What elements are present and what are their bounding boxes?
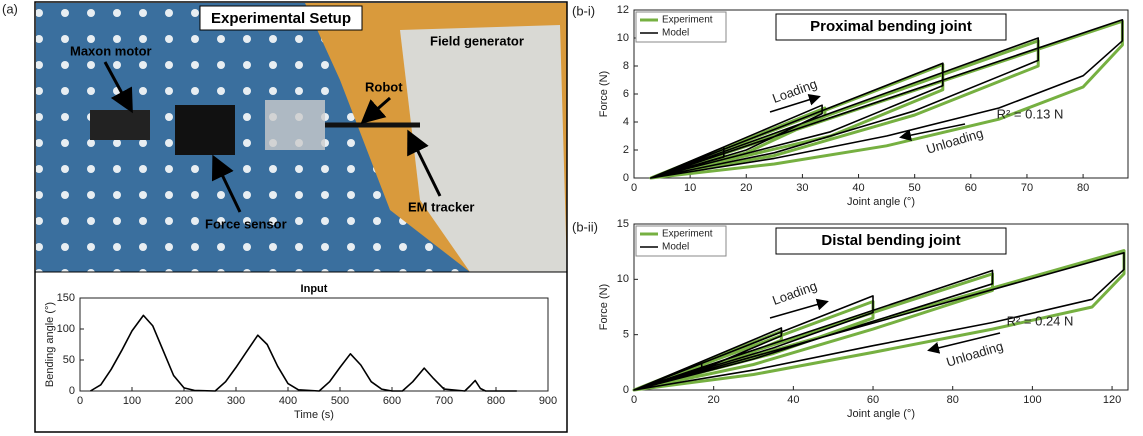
y-axis-label: Force (N) [598,284,610,330]
x-tick-label: 200 [175,395,193,407]
figure: (a) (b-i) (b-ii) Experimental Setup Maxo… [0,0,1143,436]
annotation: R² = 0.13 N [997,106,1064,121]
plot-frame [80,298,548,391]
x-tick-label: 70 [1021,182,1033,194]
page: (a) (b-i) (b-ii) Experimental Setup Maxo… [0,0,1143,436]
x-tick-label: 500 [331,395,349,407]
y-tick-label: 8 [623,60,629,72]
y-tick-label: 10 [617,273,629,285]
legend-label: Experiment [662,229,713,240]
x-tick-label: 0 [631,182,637,194]
photo-label: EM tracker [408,199,474,214]
motor [90,110,150,140]
y-tick-label: 6 [623,88,629,100]
chart-title: Input [301,283,328,295]
y-tick-label: 15 [617,218,629,230]
x-tick-label: 900 [539,395,557,407]
x-tick-label: 120 [1103,394,1121,406]
photo-label: Maxon motor [70,43,152,58]
x-tick-label: 40 [852,182,864,194]
y-tick-label: 4 [623,116,629,128]
panel-label: (b-ii) [572,219,598,234]
x-tick-label: 50 [909,182,921,194]
x-tick-label: 0 [631,394,637,406]
x-tick-label: 400 [279,395,297,407]
y-tick-label: 100 [57,323,75,335]
x-tick-label: 700 [435,395,453,407]
x-tick-label: 600 [383,395,401,407]
mount [265,100,325,150]
photo: Experimental Setup Maxon motor Field gen… [36,3,567,272]
x-tick-label: 60 [965,182,977,194]
photo-label: Force sensor [205,216,287,231]
legend-label: Model [662,242,689,253]
y-tick-label: 5 [623,329,629,341]
x-tick-label: 10 [684,182,696,194]
x-tick-label: 20 [740,182,752,194]
x-tick-label: 100 [1023,394,1041,406]
x-tick-label: 20 [708,394,720,406]
x-tick-label: 100 [123,395,141,407]
x-tick-label: 800 [487,395,505,407]
x-tick-label: 60 [867,394,879,406]
legend-label: Experiment [662,15,713,26]
annotation: R² = 0.24 N [1007,313,1074,328]
x-axis-label: Joint angle (°) [847,196,915,208]
x-tick-label: 0 [77,395,83,407]
x-tick-label: 300 [227,395,245,407]
photo-label: Field generator [430,33,524,48]
y-tick-label: 0 [623,172,629,184]
legend-label: Model [662,28,689,39]
x-tick-label: 40 [787,394,799,406]
chart-title: Distal bending joint [821,232,960,249]
x-axis-label: Time (s) [294,409,334,421]
y-tick-label: 10 [617,32,629,44]
x-tick-label: 80 [1077,182,1089,194]
x-tick-label: 80 [947,394,959,406]
y-tick-label: 50 [63,354,75,366]
y-tick-label: 150 [57,292,75,304]
photo-title: Experimental Setup [211,10,351,27]
y-axis-label: Bending angle (°) [44,302,56,387]
chart-title: Proximal bending joint [810,18,972,35]
y-tick-label: 0 [69,385,75,397]
x-tick-label: 30 [796,182,808,194]
y-tick-label: 12 [617,4,629,16]
photo-label: Robot [365,79,403,94]
y-tick-label: 2 [623,144,629,156]
y-axis-label: Force (N) [598,71,610,117]
y-tick-label: 0 [623,384,629,396]
x-axis-label: Joint angle (°) [847,408,915,420]
panel-label: (b-i) [572,3,595,18]
sensor [175,105,235,155]
panel-label: (a) [2,1,18,16]
